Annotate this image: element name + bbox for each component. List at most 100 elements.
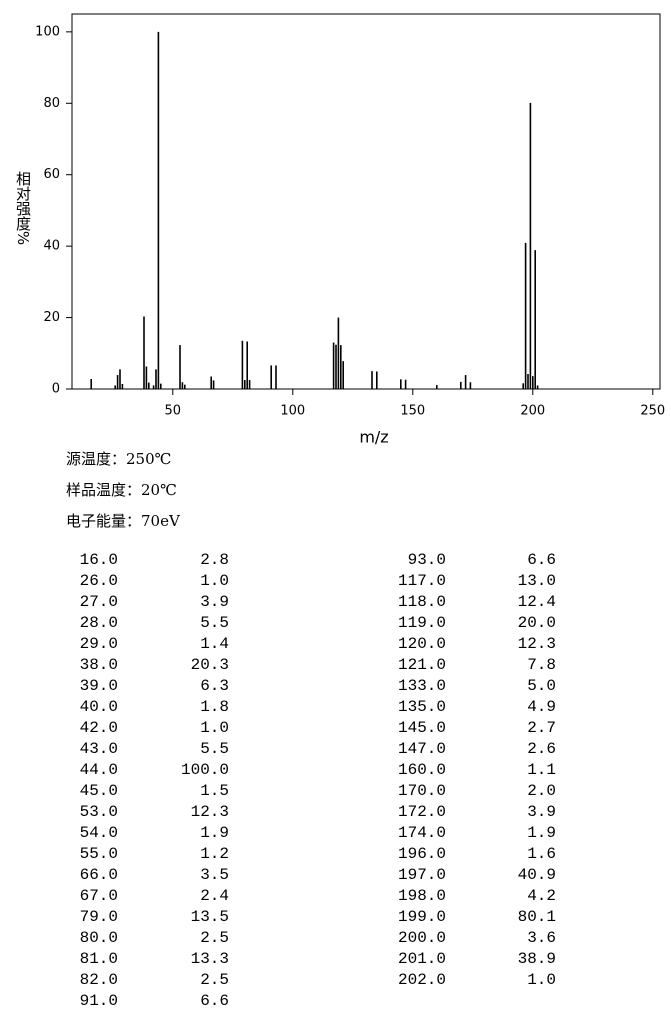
mz: 66.0 <box>80 866 118 884</box>
intensity: 100.0 <box>181 761 229 779</box>
mz: 45.0 <box>80 782 118 800</box>
intensity: 38.9 <box>518 950 556 968</box>
mz: 40.0 <box>80 698 118 716</box>
mz: 16.0 <box>80 551 118 569</box>
intensity: 2.6 <box>527 740 556 758</box>
info-line: 样品温度：20℃ <box>66 481 177 499</box>
intensity: 3.9 <box>200 593 229 611</box>
x-tick-label: 250 <box>640 404 665 419</box>
mz: 53.0 <box>80 803 118 821</box>
mz: 43.0 <box>80 740 118 758</box>
intensity: 2.0 <box>527 782 556 800</box>
mz: 82.0 <box>80 971 118 989</box>
intensity: 1.9 <box>527 824 556 842</box>
intensity: 1.0 <box>200 572 229 590</box>
y-tick-label: 80 <box>43 96 60 111</box>
intensity: 12.3 <box>518 635 556 653</box>
mz: 202.0 <box>398 971 446 989</box>
mz: 196.0 <box>398 845 446 863</box>
mz: 120.0 <box>398 635 446 653</box>
intensity: 13.0 <box>518 572 556 590</box>
x-tick-label: 200 <box>520 404 545 419</box>
intensity: 20.3 <box>191 656 229 674</box>
intensity: 6.3 <box>200 677 229 695</box>
intensity: 3.5 <box>200 866 229 884</box>
y-tick-label: 100 <box>35 24 60 39</box>
y-tick-label: 40 <box>43 239 60 254</box>
intensity: 1.5 <box>200 782 229 800</box>
x-tick-label: 50 <box>165 404 182 419</box>
intensity: 12.3 <box>191 803 229 821</box>
intensity: 1.1 <box>527 761 556 779</box>
x-tick-label: 100 <box>280 404 305 419</box>
mz: 160.0 <box>398 761 446 779</box>
intensity: 2.5 <box>200 971 229 989</box>
mz: 91.0 <box>80 992 118 1010</box>
info-line: 电子能量：70eV <box>66 512 181 530</box>
intensity: 12.4 <box>518 593 556 611</box>
intensity: 13.3 <box>191 950 229 968</box>
intensity: 13.5 <box>191 908 229 926</box>
intensity: 7.8 <box>527 656 556 674</box>
mz: 145.0 <box>398 719 446 737</box>
intensity: 1.0 <box>527 971 556 989</box>
intensity: 80.1 <box>518 908 556 926</box>
y-tick-label: 0 <box>52 382 60 397</box>
y-tick-label: 20 <box>43 310 60 325</box>
mz: 172.0 <box>398 803 446 821</box>
mz: 39.0 <box>80 677 118 695</box>
mz: 79.0 <box>80 908 118 926</box>
intensity: 1.9 <box>200 824 229 842</box>
info-line: 源温度：250℃ <box>66 450 171 468</box>
mz: 38.0 <box>80 656 118 674</box>
mz: 44.0 <box>80 761 118 779</box>
intensity: 6.6 <box>527 551 556 569</box>
x-axis-label: m/z <box>359 428 388 447</box>
mz: 198.0 <box>398 887 446 905</box>
intensity: 2.5 <box>200 929 229 947</box>
mz: 147.0 <box>398 740 446 758</box>
mz: 29.0 <box>80 635 118 653</box>
mz: 135.0 <box>398 698 446 716</box>
mz: 93.0 <box>408 551 446 569</box>
intensity: 3.6 <box>527 929 556 947</box>
plot-frame <box>71 13 661 390</box>
intensity: 40.9 <box>518 866 556 884</box>
y-tick-label: 60 <box>43 167 60 182</box>
mz: 201.0 <box>398 950 446 968</box>
intensity: 3.9 <box>527 803 556 821</box>
mz: 170.0 <box>398 782 446 800</box>
mz: 197.0 <box>398 866 446 884</box>
y-axis-label: 相对强度% <box>14 171 32 245</box>
mz: 28.0 <box>80 614 118 632</box>
intensity: 1.2 <box>200 845 229 863</box>
intensity: 4.2 <box>527 887 556 905</box>
intensity: 5.5 <box>200 614 229 632</box>
intensity: 5.5 <box>200 740 229 758</box>
intensity: 2.4 <box>200 887 229 905</box>
intensity: 4.9 <box>527 698 556 716</box>
x-tick-label: 150 <box>400 404 425 419</box>
mz: 67.0 <box>80 887 118 905</box>
mz: 133.0 <box>398 677 446 695</box>
mz: 199.0 <box>398 908 446 926</box>
mz: 42.0 <box>80 719 118 737</box>
intensity: 1.0 <box>200 719 229 737</box>
mz: 81.0 <box>80 950 118 968</box>
intensity: 2.7 <box>527 719 556 737</box>
intensity: 1.4 <box>200 635 229 653</box>
intensity: 1.6 <box>527 845 556 863</box>
mz: 26.0 <box>80 572 118 590</box>
mz: 55.0 <box>80 845 118 863</box>
mz: 27.0 <box>80 593 118 611</box>
mz: 200.0 <box>398 929 446 947</box>
mz: 54.0 <box>80 824 118 842</box>
mz: 174.0 <box>398 824 446 842</box>
mz: 117.0 <box>398 572 446 590</box>
intensity: 6.6 <box>200 992 229 1010</box>
intensity: 2.8 <box>200 551 229 569</box>
mz: 80.0 <box>80 929 118 947</box>
intensity: 20.0 <box>518 614 556 632</box>
